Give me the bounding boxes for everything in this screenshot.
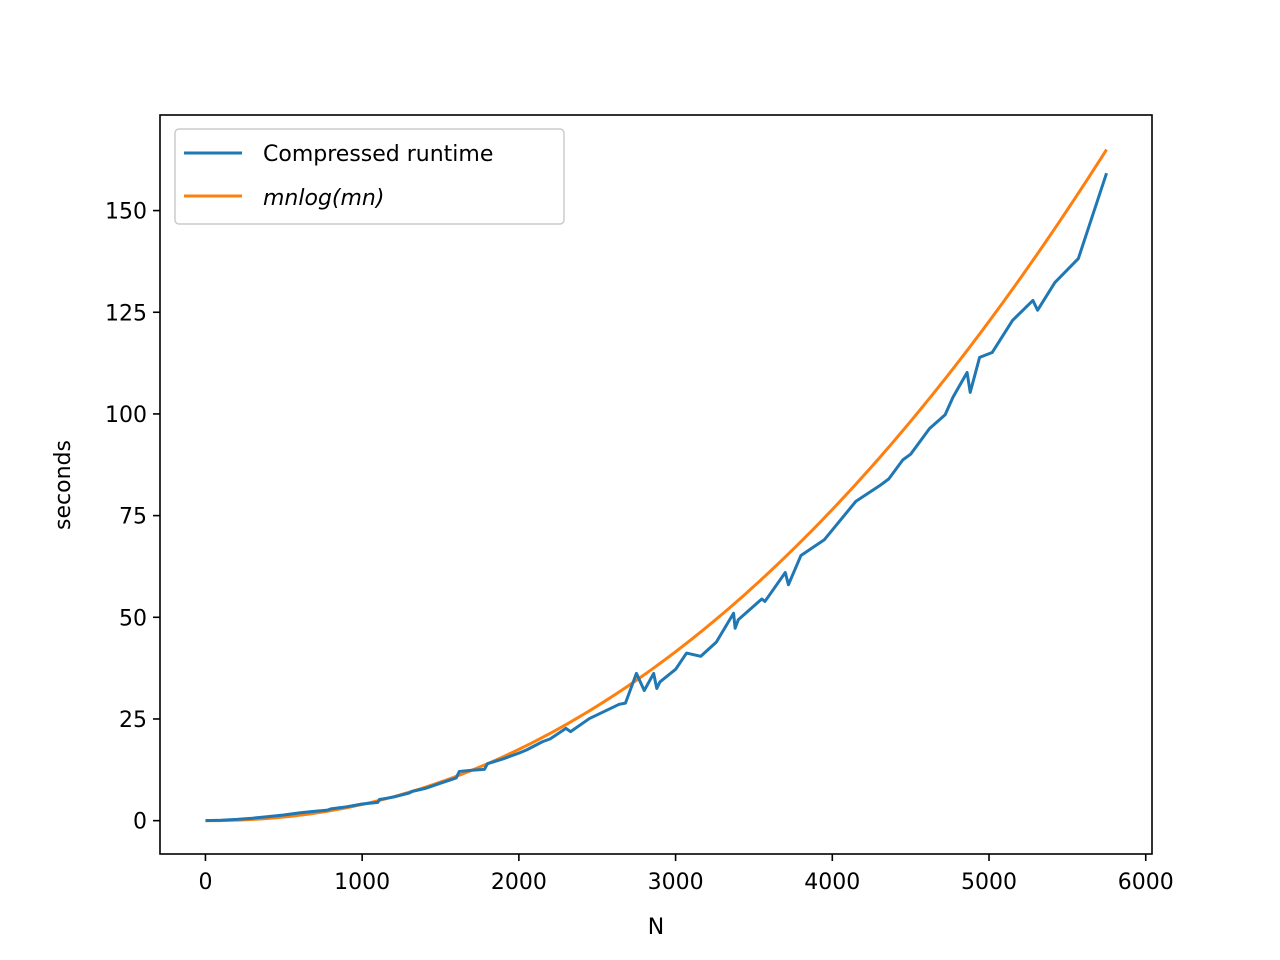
x-tick-label: 5000 [961,870,1017,895]
series-line-compressed-runtime [205,172,1108,823]
x-tick-label: 6000 [1118,870,1174,895]
y-tick-label: 0 [133,810,147,835]
y-tick-label: 75 [119,505,147,530]
y-tick-label: 50 [119,606,147,631]
plot-background [160,115,1152,854]
x-tick-label: 0 [198,870,212,895]
x-tick-label: 2000 [491,870,547,895]
x-tick-label: 3000 [648,870,704,895]
plot-frame [159,114,1153,855]
legend-label-mnlog: mnlog(mn) [263,186,384,211]
y-tick-label: 150 [105,200,147,225]
x-tick-label: 4000 [804,870,860,895]
y-tick-label: 100 [105,403,147,428]
y-tick-label: 125 [105,301,147,326]
series-layer [205,148,1108,823]
x-tick-label: 1000 [334,870,390,895]
legend-label-compressed-runtime: Compressed runtime [263,142,493,167]
y-axis-label: seconds [51,440,76,530]
legend: Compressed runtime mnlog(mn) [174,128,565,225]
y-tick-label: 25 [119,708,147,733]
x-axis-ticks: 0 1000 2000 3000 4000 5000 6000 [198,854,1174,895]
y-axis-ticks: 0 25 50 75 100 125 150 [105,200,160,835]
x-axis-label: N [648,915,664,940]
legend-box [174,128,565,225]
